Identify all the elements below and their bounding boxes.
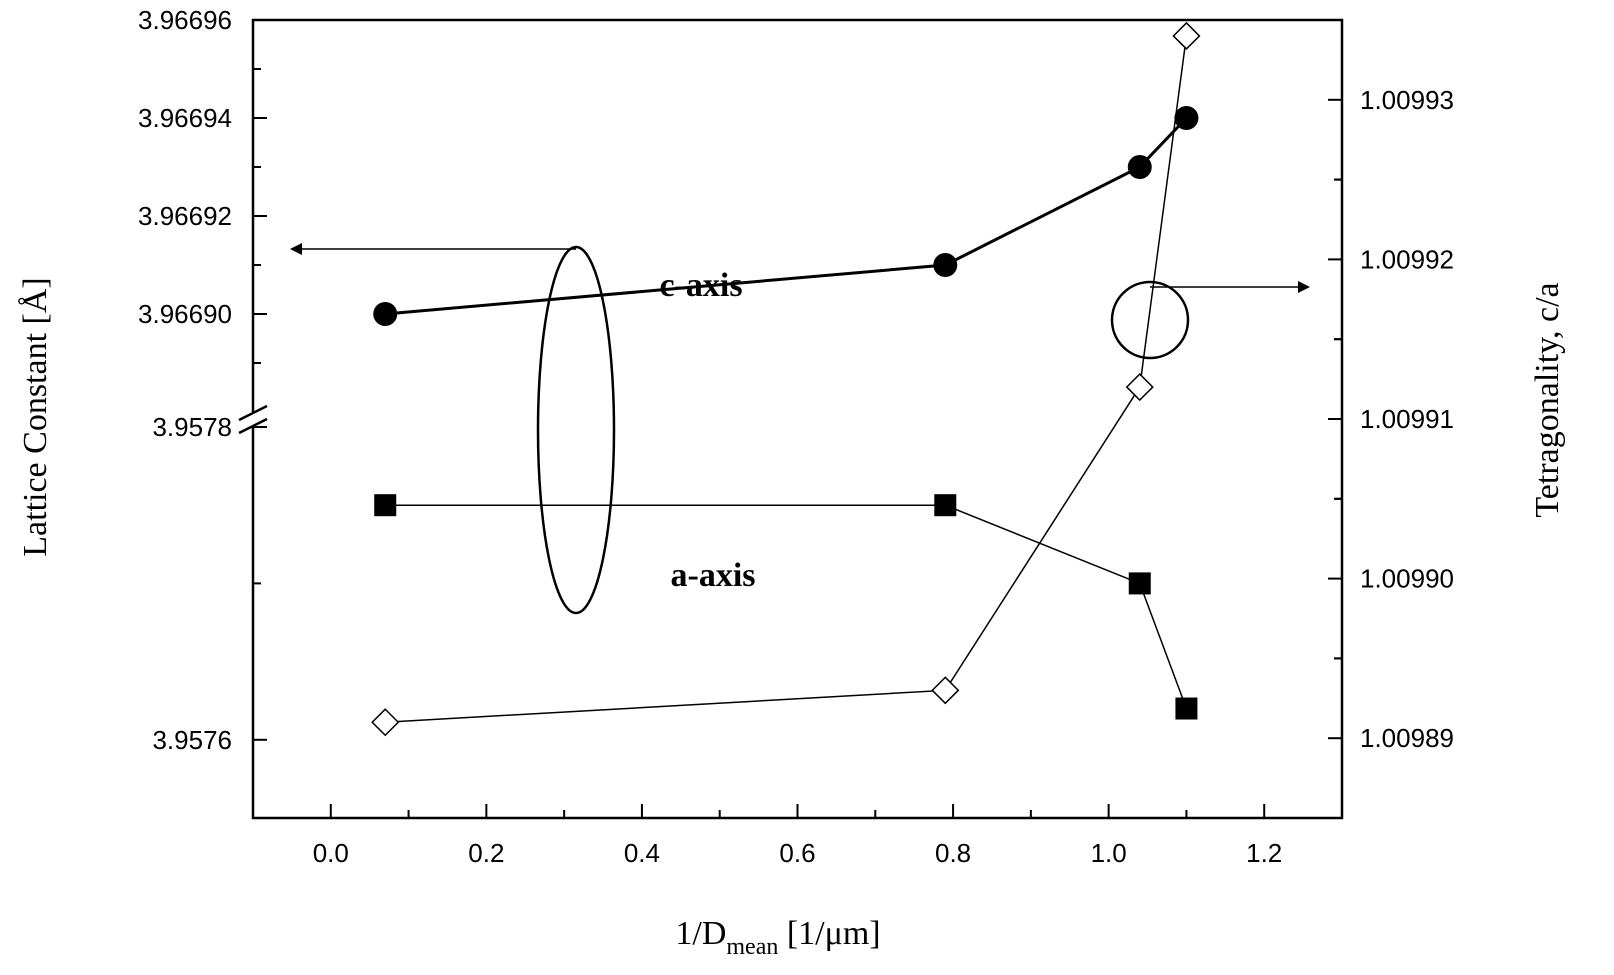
series-lines <box>385 35 1188 723</box>
tetragonality-point <box>931 676 960 705</box>
a-axis-point <box>1128 572 1151 595</box>
right-tick-label: 1.00993 <box>1360 85 1454 115</box>
x-tick-label: 1.0 <box>1091 838 1127 868</box>
x-axis-ticks: 0.0 0.2 0.4 0.6 0.8 1.0 1.2 <box>313 804 1282 868</box>
series-labels: c-axis a-axis <box>659 267 755 594</box>
x-tick-label: 1.2 <box>1246 838 1282 868</box>
right-y-axis-title: Tetragonality, c/a <box>1529 282 1566 517</box>
a-axis-point <box>374 494 397 517</box>
x-tick-label: 0.6 <box>779 838 815 868</box>
left-tick-label: 3.9576 <box>152 725 232 755</box>
left-y-axis-title: Lattice Constant [Å] <box>17 277 54 556</box>
left-axis-group-ellipse <box>536 245 616 615</box>
series-markers <box>371 21 1201 737</box>
axis-break-slash <box>238 404 268 422</box>
right-tick-label: 1.00991 <box>1360 404 1454 434</box>
right-tick-label: 1.00990 <box>1360 564 1454 594</box>
c-axis-point <box>1127 155 1152 179</box>
left-tick-label: 3.96692 <box>138 201 232 231</box>
a-axis-point <box>1175 697 1198 720</box>
left-y-axis-ticks: 3.96690 3.96692 3.96694 3.96696 3.9576 3.9578 <box>138 5 267 755</box>
x-tick-label: 0.8 <box>935 838 971 868</box>
right-y-axis-ticks: 1.00989 1.00990 1.00991 1.00992 1.00993 <box>1328 19 1454 819</box>
annotations <box>290 243 1310 615</box>
series-label: c-axis <box>659 267 742 304</box>
axis-break-gap <box>249 412 257 427</box>
tetragonality-point <box>1172 21 1201 51</box>
right-tick-label: 1.00992 <box>1360 244 1454 274</box>
series-line <box>385 35 1188 723</box>
tetragonality-point <box>1125 373 1154 402</box>
c-axis-point <box>373 302 398 326</box>
left-tick-label: 3.96690 <box>138 299 232 329</box>
c-axis-point <box>1174 106 1199 130</box>
x-tick-label: 0.0 <box>313 838 349 868</box>
tetragonality-point <box>371 708 400 737</box>
series-line <box>385 504 1188 709</box>
left-tick-label: 3.9578 <box>152 412 232 442</box>
right-tick-label: 1.00989 <box>1360 723 1454 753</box>
c-axis-point <box>933 253 958 277</box>
x-axis-title: 1/Dmean [1/μm] <box>675 915 880 960</box>
a-axis-point <box>934 494 957 517</box>
series-label: a-axis <box>671 557 756 594</box>
left-tick-label: 3.96696 <box>138 5 232 35</box>
x-tick-label: 0.4 <box>624 838 660 868</box>
left-tick-label: 3.96694 <box>138 103 232 133</box>
x-tick-label: 0.2 <box>468 838 504 868</box>
right-axis-group-circle <box>1110 280 1190 360</box>
series-line <box>385 116 1188 316</box>
